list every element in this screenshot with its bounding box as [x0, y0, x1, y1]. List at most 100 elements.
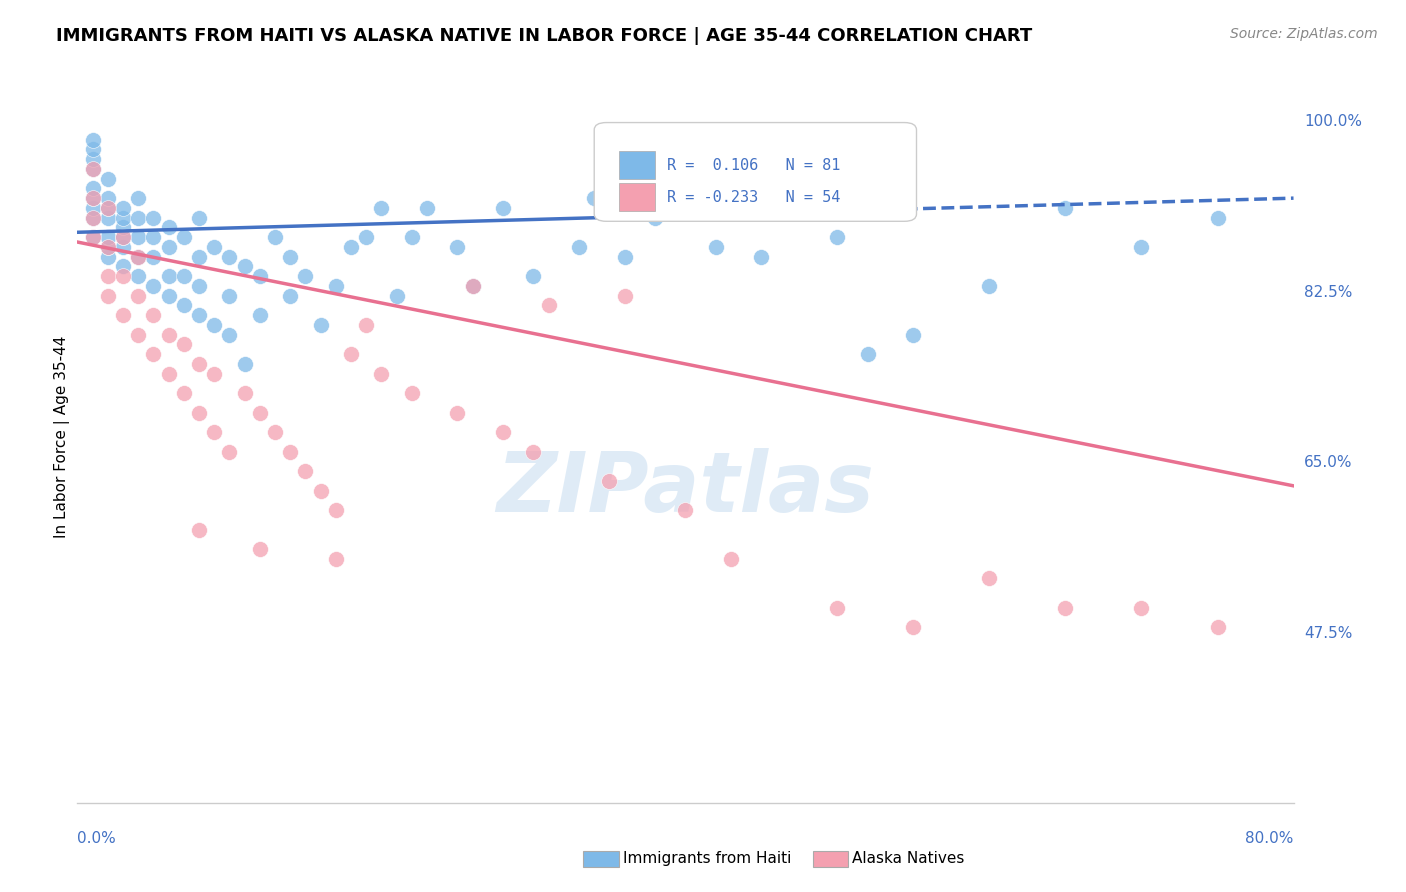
Point: [856, 347, 879, 361]
Point: [827, 600, 849, 615]
Point: [720, 552, 742, 566]
Point: [82, 152, 104, 166]
Point: [354, 230, 377, 244]
Point: [675, 503, 697, 517]
Point: [188, 406, 211, 420]
Point: [157, 269, 180, 284]
Point: [188, 357, 211, 371]
Point: [264, 425, 287, 440]
Point: [827, 230, 849, 244]
Point: [492, 425, 515, 440]
Text: 0.0%: 0.0%: [77, 831, 117, 846]
Point: [82, 133, 104, 147]
Bar: [619, 183, 655, 211]
Point: [157, 327, 180, 342]
Point: [188, 279, 211, 293]
Point: [370, 367, 392, 381]
Point: [82, 161, 104, 176]
Point: [142, 211, 165, 225]
Point: [111, 230, 134, 244]
FancyBboxPatch shape: [595, 122, 917, 221]
Point: [188, 308, 211, 322]
Y-axis label: In Labor Force | Age 35-44: In Labor Force | Age 35-44: [55, 336, 70, 538]
Point: [157, 288, 180, 302]
Point: [613, 288, 636, 302]
Point: [82, 230, 104, 244]
Point: [249, 308, 271, 322]
Point: [598, 474, 620, 488]
Text: Alaska Natives: Alaska Natives: [852, 852, 965, 866]
Point: [127, 288, 149, 302]
Point: [202, 240, 225, 254]
Point: [111, 220, 134, 235]
Point: [264, 230, 287, 244]
Point: [522, 444, 544, 458]
Text: R =  0.106   N = 81: R = 0.106 N = 81: [668, 158, 841, 173]
Point: [202, 425, 225, 440]
Point: [522, 269, 544, 284]
Point: [142, 250, 165, 264]
Text: ZIPatlas: ZIPatlas: [496, 448, 875, 529]
Point: [127, 250, 149, 264]
Point: [568, 240, 591, 254]
Point: [188, 523, 211, 537]
Point: [492, 201, 515, 215]
Point: [1054, 201, 1077, 215]
Point: [1130, 240, 1153, 254]
Point: [173, 298, 195, 312]
Point: [309, 483, 332, 498]
Text: Immigrants from Haiti: Immigrants from Haiti: [623, 852, 792, 866]
Point: [218, 288, 240, 302]
Point: [903, 327, 925, 342]
Point: [82, 211, 104, 225]
Point: [127, 191, 149, 205]
Text: 80.0%: 80.0%: [1246, 831, 1294, 846]
Point: [537, 298, 560, 312]
Point: [979, 279, 1001, 293]
Point: [903, 620, 925, 634]
Point: [82, 201, 104, 215]
Point: [1054, 600, 1077, 615]
Point: [751, 250, 773, 264]
Point: [173, 269, 195, 284]
Text: Source: ZipAtlas.com: Source: ZipAtlas.com: [1230, 27, 1378, 41]
Point: [127, 327, 149, 342]
Point: [142, 279, 165, 293]
Bar: [619, 152, 655, 179]
Point: [142, 230, 165, 244]
Point: [82, 181, 104, 195]
Point: [173, 337, 195, 351]
Point: [278, 288, 301, 302]
Point: [218, 250, 240, 264]
Point: [97, 240, 120, 254]
Point: [370, 201, 392, 215]
Point: [218, 444, 240, 458]
Point: [82, 142, 104, 156]
Point: [97, 201, 120, 215]
Point: [111, 230, 134, 244]
Point: [233, 386, 256, 401]
Point: [97, 230, 120, 244]
Point: [111, 211, 134, 225]
Point: [82, 191, 104, 205]
Point: [401, 230, 423, 244]
Point: [111, 201, 134, 215]
Point: [127, 250, 149, 264]
Point: [97, 171, 120, 186]
Point: [644, 211, 666, 225]
Point: [416, 201, 439, 215]
Point: [704, 240, 727, 254]
Point: [82, 211, 104, 225]
Point: [294, 269, 316, 284]
Point: [157, 220, 180, 235]
Point: [111, 260, 134, 274]
Point: [1130, 600, 1153, 615]
Point: [675, 201, 697, 215]
Point: [583, 191, 606, 205]
Point: [173, 386, 195, 401]
Point: [979, 572, 1001, 586]
Point: [97, 269, 120, 284]
Point: [218, 327, 240, 342]
Point: [173, 230, 195, 244]
Point: [1206, 211, 1229, 225]
